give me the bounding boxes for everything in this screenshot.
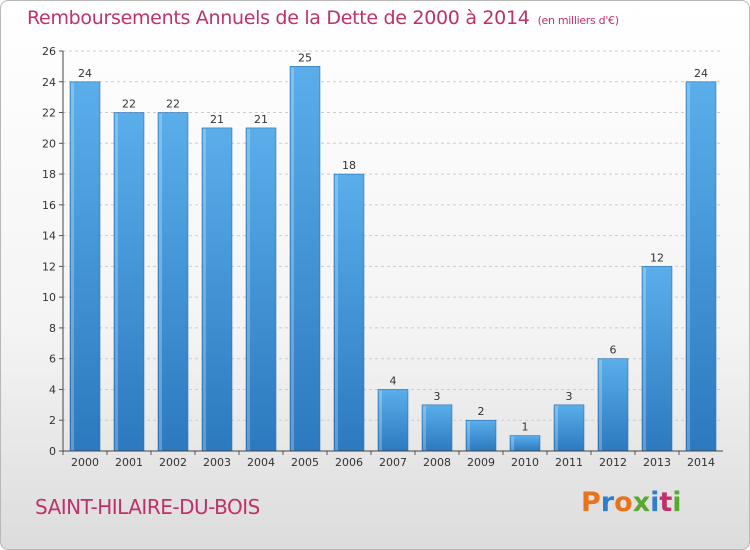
bar-value-label: 4 [390,374,397,387]
x-tick-label: 2013 [643,456,671,469]
bar-highlight [467,421,471,451]
y-tick-label: 24 [42,76,56,89]
brand-letter: o [614,487,633,518]
bar-highlight [115,113,119,452]
bar-value-label: 12 [650,251,664,264]
bar-highlight [291,67,295,451]
brand-letter: x [632,487,651,518]
x-tick-label: 2011 [555,456,583,469]
y-tick-label: 20 [42,137,56,150]
bar [641,266,673,452]
bar [333,173,365,452]
bar-highlight [71,82,75,452]
x-tick-label: 2003 [203,456,231,469]
y-tick-label: 22 [42,107,56,120]
x-tick-label: 2005 [291,456,319,469]
bar-value-label: 24 [78,67,92,80]
bar-value-label: 24 [694,67,708,80]
bar-highlight [643,267,647,451]
commune-name: SAINT-HILAIRE-DU-BOIS [35,495,260,519]
bar-value-label: 3 [566,390,573,403]
bar-value-label: 22 [122,98,136,111]
bar [597,358,629,452]
bar-value-label: 3 [434,390,441,403]
bar [245,127,277,452]
y-tick-label: 16 [42,199,56,212]
bar [465,419,497,452]
bar-highlight [203,128,207,451]
bar-value-label: 18 [342,159,356,172]
x-tick-label: 2012 [599,456,627,469]
y-tick-label: 0 [49,445,56,458]
bar [377,389,409,452]
x-tick-label: 2001 [115,456,143,469]
x-tick-label: 2004 [247,456,275,469]
bar-value-label: 21 [210,113,224,126]
bar-highlight [511,436,515,451]
bar [685,81,717,452]
y-tick-label: 6 [49,353,56,366]
y-tick-label: 18 [42,168,56,181]
chart-unit: (en milliers d'€) [537,14,619,27]
bar [421,404,453,452]
bar [509,435,541,452]
bar-value-label: 1 [522,421,529,434]
bar-value-label: 25 [298,51,312,64]
brand-letter: t [659,487,673,518]
bar [157,112,189,452]
x-tick-label: 2000 [71,456,99,469]
bar-highlight [335,175,339,452]
y-tick-label: 12 [42,260,56,273]
bar [69,81,101,452]
bar [113,112,145,452]
y-tick-label: 4 [49,383,56,396]
bar-highlight [687,82,691,452]
brand-letter: r [600,487,615,518]
x-tick-label: 2014 [687,456,715,469]
chart-title-text: Remboursements Annuels de la Dette de 20… [27,7,530,29]
chart-title: Remboursements Annuels de la Dette de 20… [27,7,619,29]
bar-highlight [159,113,163,452]
y-tick-label: 2 [49,414,56,427]
x-tick-label: 2002 [159,456,187,469]
bar-highlight [555,405,559,451]
y-tick-label: 8 [49,322,56,335]
brand-letter: i [650,487,660,518]
brand-letter: P [581,487,601,518]
bar-highlight [247,128,251,451]
x-tick-label: 2009 [467,456,495,469]
bar-highlight [379,390,383,451]
bar-highlight [423,405,427,451]
bar [289,66,321,452]
x-tick-label: 2007 [379,456,407,469]
bar [201,127,233,452]
x-tick-label: 2008 [423,456,451,469]
brand-letter: i [672,487,682,518]
bar-highlight [599,359,603,451]
proxiti-logo: Proxiti [581,487,682,518]
bar-value-label: 22 [166,98,180,111]
y-tick-label: 26 [42,45,56,58]
bar-value-label: 2 [478,405,485,418]
bar [553,404,585,452]
y-tick-label: 10 [42,291,56,304]
bar-value-label: 6 [610,344,617,357]
x-tick-label: 2010 [511,456,539,469]
bar-value-label: 21 [254,113,268,126]
x-tick-label: 2006 [335,456,363,469]
y-tick-label: 14 [42,230,56,243]
